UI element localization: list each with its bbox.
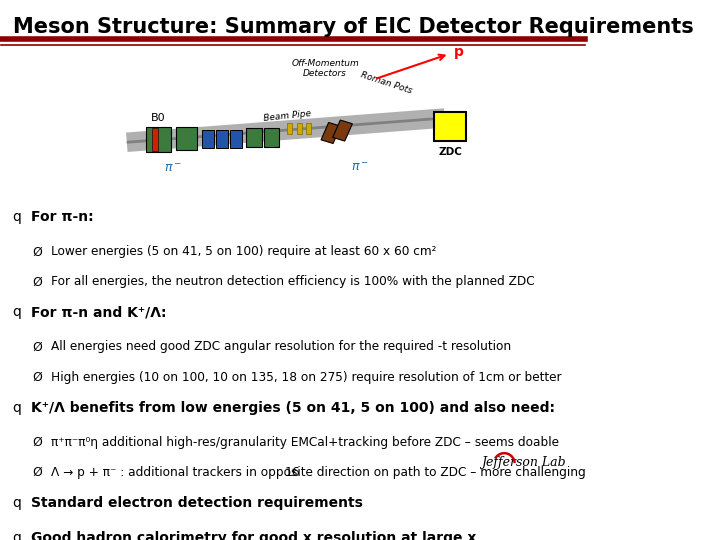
Text: 16: 16 — [285, 467, 301, 480]
Text: All energies need good ZDC angular resolution for the required -t resolution: All energies need good ZDC angular resol… — [51, 341, 511, 354]
Bar — [321, 123, 341, 144]
Text: $\pi^-$: $\pi^-$ — [351, 161, 369, 174]
Bar — [152, 128, 158, 151]
Text: B0: B0 — [150, 113, 165, 123]
Text: Jefferson Lab: Jefferson Lab — [481, 456, 566, 469]
Text: Roman Pots: Roman Pots — [359, 70, 413, 96]
Text: For π-n:: For π-n: — [30, 210, 93, 224]
Text: Λ → p + π⁻ : additional trackers in opposite direction on path to ZDC – more cha: Λ → p + π⁻ : additional trackers in oppo… — [51, 466, 586, 479]
Text: p: p — [454, 45, 464, 59]
Text: K⁺/Λ benefits from low energies (5 on 41, 5 on 100) and also need:: K⁺/Λ benefits from low energies (5 on 41… — [30, 401, 554, 415]
Bar — [216, 130, 228, 148]
Bar — [306, 123, 311, 133]
Text: For all energies, the neutron detection efficiency is 100% with the planned ZDC: For all energies, the neutron detection … — [51, 275, 534, 288]
Bar — [287, 123, 292, 133]
Text: Ø: Ø — [32, 370, 42, 383]
Text: Ø: Ø — [32, 275, 42, 288]
Text: Beam Pipe: Beam Pipe — [263, 109, 312, 123]
Text: Ø: Ø — [32, 245, 42, 258]
Text: Off-Momentum
Detectors: Off-Momentum Detectors — [292, 59, 359, 78]
Bar — [333, 120, 352, 141]
Text: ZDC: ZDC — [438, 147, 462, 157]
Bar — [202, 130, 214, 148]
Text: Good hadron calorimetry for good x resolution at large x: Good hadron calorimetry for good x resol… — [30, 531, 476, 540]
Text: π⁺π⁻π⁰η additional high-res/granularity EMCal+tracking before ZDC – seems doable: π⁺π⁻π⁰η additional high-res/granularity … — [51, 436, 559, 449]
Bar — [176, 127, 197, 150]
Bar — [246, 127, 261, 147]
Bar — [146, 127, 171, 152]
Text: q: q — [12, 401, 21, 415]
Bar — [434, 112, 467, 141]
Text: For π-n and K⁺/Λ:: For π-n and K⁺/Λ: — [30, 306, 166, 320]
Text: Ø: Ø — [32, 436, 42, 449]
Bar — [297, 123, 302, 133]
Text: q: q — [12, 496, 21, 510]
Text: Lower energies (5 on 41, 5 on 100) require at least 60 x 60 cm²: Lower energies (5 on 41, 5 on 100) requi… — [51, 245, 436, 258]
Text: High energies (10 on 100, 10 on 135, 18 on 275) require resolution of 1cm or bet: High energies (10 on 100, 10 on 135, 18 … — [51, 370, 562, 383]
Text: q: q — [12, 306, 21, 320]
Text: Standard electron detection requirements: Standard electron detection requirements — [30, 496, 362, 510]
Text: Ø: Ø — [32, 341, 42, 354]
Text: Meson Structure: Summary of EIC Detector Requirements: Meson Structure: Summary of EIC Detector… — [13, 17, 694, 37]
Text: q: q — [12, 531, 21, 540]
Text: $\pi^-$: $\pi^-$ — [164, 161, 183, 175]
Text: Ø: Ø — [32, 466, 42, 479]
Text: q: q — [12, 210, 21, 224]
Bar — [230, 130, 242, 148]
Bar — [264, 127, 279, 147]
